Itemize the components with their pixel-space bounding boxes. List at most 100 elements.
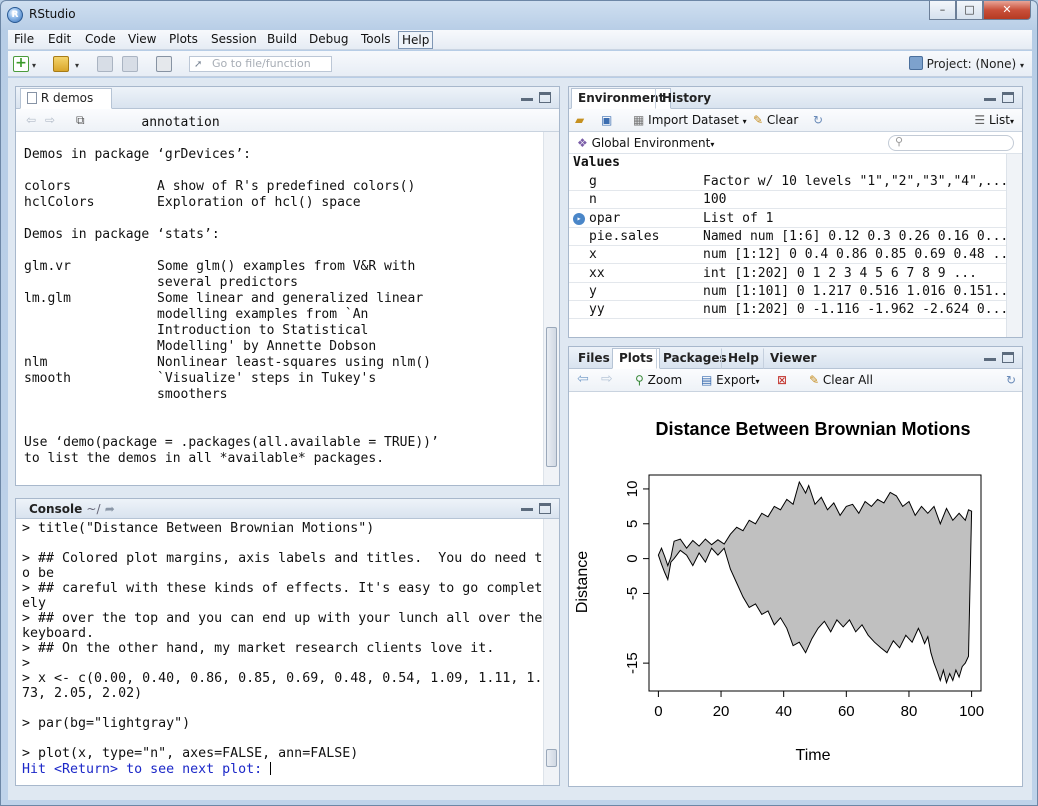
maximize-pane-icon[interactable]	[1002, 352, 1014, 363]
source-pane: R demos ✖ ⇦ ⇨ ⧉ annotation Demos in packa…	[15, 86, 560, 486]
print-icon[interactable]	[156, 56, 172, 72]
clear-all-button[interactable]: ✎ Clear All	[809, 373, 873, 387]
save-all-icon[interactable]	[122, 56, 138, 72]
scroll-thumb[interactable]	[546, 327, 557, 467]
menu-file[interactable]: File	[14, 32, 35, 46]
environment-row[interactable]: g Factor w/ 10 levels "1","2","3","4",...	[569, 173, 1008, 191]
console-scrollbar[interactable]	[543, 519, 559, 785]
x-tick-label: 60	[838, 703, 855, 720]
chevron-down-icon[interactable]: ▾	[75, 61, 80, 70]
minimize-pane-icon[interactable]	[521, 503, 533, 511]
maximize-pane-icon[interactable]	[539, 503, 551, 514]
maximize-button[interactable]: □	[956, 1, 983, 20]
environment-row[interactable]: yy num [1:202] 0 -1.116 -1.962 -2.624 0..…	[569, 301, 1008, 320]
source-tabs: R demos ✖	[16, 87, 559, 124]
view-mode-dropdown[interactable]: ☰ List▾	[974, 113, 1014, 127]
source-line	[24, 419, 544, 435]
console-output[interactable]: > title("Distance Between Brownian Motio…	[22, 521, 544, 783]
environment-tabs: Environment History	[569, 87, 1022, 109]
maximize-pane-icon[interactable]	[1002, 92, 1014, 103]
menu-code[interactable]: Code	[85, 32, 116, 46]
tab-r-demos[interactable]: R demos ✖	[20, 88, 112, 124]
minimize-button[interactable]: –	[929, 1, 956, 20]
project-menu[interactable]: Project: (None) ▾	[908, 56, 1024, 71]
close-button[interactable]: ✕	[983, 1, 1031, 20]
search-icon: ⚲	[895, 135, 904, 148]
variable-value: int [1:202] 0 1 2 3 4 5 6 7 8 9 ...	[703, 265, 977, 281]
expand-icon[interactable]: ▸	[573, 212, 585, 225]
console-prompt-line[interactable]: Hit <Return> to see next plot:	[22, 762, 272, 777]
console-line: 73, 2.05, 2.02)	[22, 686, 143, 701]
refresh-icon[interactable]: ↻	[1005, 373, 1016, 387]
environment-row[interactable]: pie.sales Named num [1:6] 0.12 0.3 0.26 0…	[569, 228, 1008, 246]
source-line: glm.vr Some glm() examples from V&R with	[24, 259, 416, 274]
environment-scrollbar[interactable]	[1006, 154, 1022, 337]
show-in-window-icon[interactable]: ⧉	[76, 113, 85, 127]
environment-row[interactable]: y num [1:101] 0 1.217 0.516 1.016 0.151..…	[569, 283, 1016, 301]
console-line: > ## over the top and you can end up wit…	[22, 611, 543, 626]
environment-row[interactable]: xx int [1:202] 0 1 2 3 4 5 6 7 8 9 ...	[569, 265, 1006, 283]
clear-workspace-button[interactable]: ✎ Clear	[753, 113, 799, 127]
save-icon[interactable]	[97, 56, 113, 72]
x-tick-label: 0	[654, 703, 662, 720]
go-to-directory-icon[interactable]: ➦	[104, 502, 115, 516]
open-project-icon[interactable]	[53, 56, 69, 72]
tab-files[interactable]: Files	[578, 351, 610, 365]
environment-search-input[interactable]: ⚲	[888, 135, 1014, 151]
export-button[interactable]: ▤ Export▾	[701, 373, 760, 387]
tab-history[interactable]: History	[655, 88, 718, 109]
source-scrollbar[interactable]	[543, 132, 559, 485]
menu-build[interactable]: Build	[267, 32, 298, 46]
variable-name: yy	[589, 302, 605, 318]
x-tick-label: 40	[775, 703, 792, 720]
menu-edit[interactable]: Edit	[48, 32, 72, 46]
go-to-file-input[interactable]: Go to file/function	[189, 56, 332, 72]
source-line	[24, 163, 544, 179]
refresh-icon[interactable]: ↻	[813, 113, 824, 127]
environment-row[interactable]: ▸ opar List of 1	[569, 210, 1006, 228]
console-line	[22, 536, 544, 551]
load-workspace-icon[interactable]: ▰	[575, 113, 585, 127]
back-arrow-icon[interactable]: ⇦	[26, 113, 37, 127]
source-viewer[interactable]: annotation Demos in package ‘grDevices’: c…	[24, 115, 544, 475]
tab-plots[interactable]: Plots	[612, 348, 661, 369]
menu-bar: File Edit Code View Plots Session Build …	[8, 30, 1032, 50]
environment-row[interactable]: n 100	[569, 191, 1006, 210]
scroll-thumb[interactable]	[546, 749, 557, 767]
menu-view[interactable]: View	[128, 32, 157, 46]
tab-help[interactable]: Help	[721, 348, 766, 369]
environment-row[interactable]: x num [1:12] 0 0.4 0.86 0.85 0.69 0.48 ..…	[569, 246, 1016, 265]
menu-session[interactable]: Session	[211, 32, 257, 46]
source-line: to list the demos in all *available* pac…	[24, 451, 385, 466]
tab-environment[interactable]: Environment	[571, 88, 672, 109]
source-line: several predictors	[24, 275, 298, 290]
tab-viewer[interactable]: Viewer	[763, 348, 823, 369]
plots-pane: Files Plots Packages Help Viewer ⇦ ⇨ ⚲ Z…	[568, 346, 1023, 787]
save-workspace-icon[interactable]: ▣	[601, 113, 613, 127]
y-axis-label: Distance	[574, 551, 591, 613]
maximize-pane-icon[interactable]	[539, 92, 551, 103]
forward-arrow-icon[interactable]: ⇨	[45, 113, 56, 127]
scope-bar: ❖ Global Environment▾ ⚲	[569, 132, 1022, 154]
source-line: smooth `Visualize' steps in Tukey's	[24, 371, 377, 386]
zoom-button[interactable]: ⚲ Zoom	[635, 373, 683, 387]
import-dataset-button[interactable]: ▦ Import Dataset ▾	[633, 113, 747, 127]
menu-help[interactable]: Help	[398, 31, 434, 49]
minimize-pane-icon[interactable]	[984, 93, 996, 101]
source-line: Demos in package ‘grDevices’:	[24, 147, 251, 162]
menu-debug[interactable]: Debug	[309, 32, 349, 46]
next-plot-icon[interactable]: ⇨	[601, 371, 613, 387]
minimize-pane-icon[interactable]	[521, 93, 533, 101]
previous-plot-icon[interactable]: ⇦	[577, 371, 589, 387]
tab-console[interactable]: Console ~/ ➦	[29, 502, 115, 516]
title-bar: R RStudio – □ ✕	[1, 1, 1037, 29]
menu-tools[interactable]: Tools	[361, 32, 391, 46]
remove-plot-icon[interactable]: ⊠	[777, 373, 788, 387]
new-file-icon[interactable]: +	[13, 56, 29, 72]
environment-scope-dropdown[interactable]: ❖ Global Environment▾	[577, 136, 715, 150]
document-icon	[27, 92, 37, 104]
minimize-pane-icon[interactable]	[984, 353, 996, 361]
chevron-down-icon[interactable]: ▾	[32, 61, 37, 70]
menu-plots[interactable]: Plots	[169, 32, 198, 46]
tab-packages[interactable]: Packages	[656, 348, 734, 369]
